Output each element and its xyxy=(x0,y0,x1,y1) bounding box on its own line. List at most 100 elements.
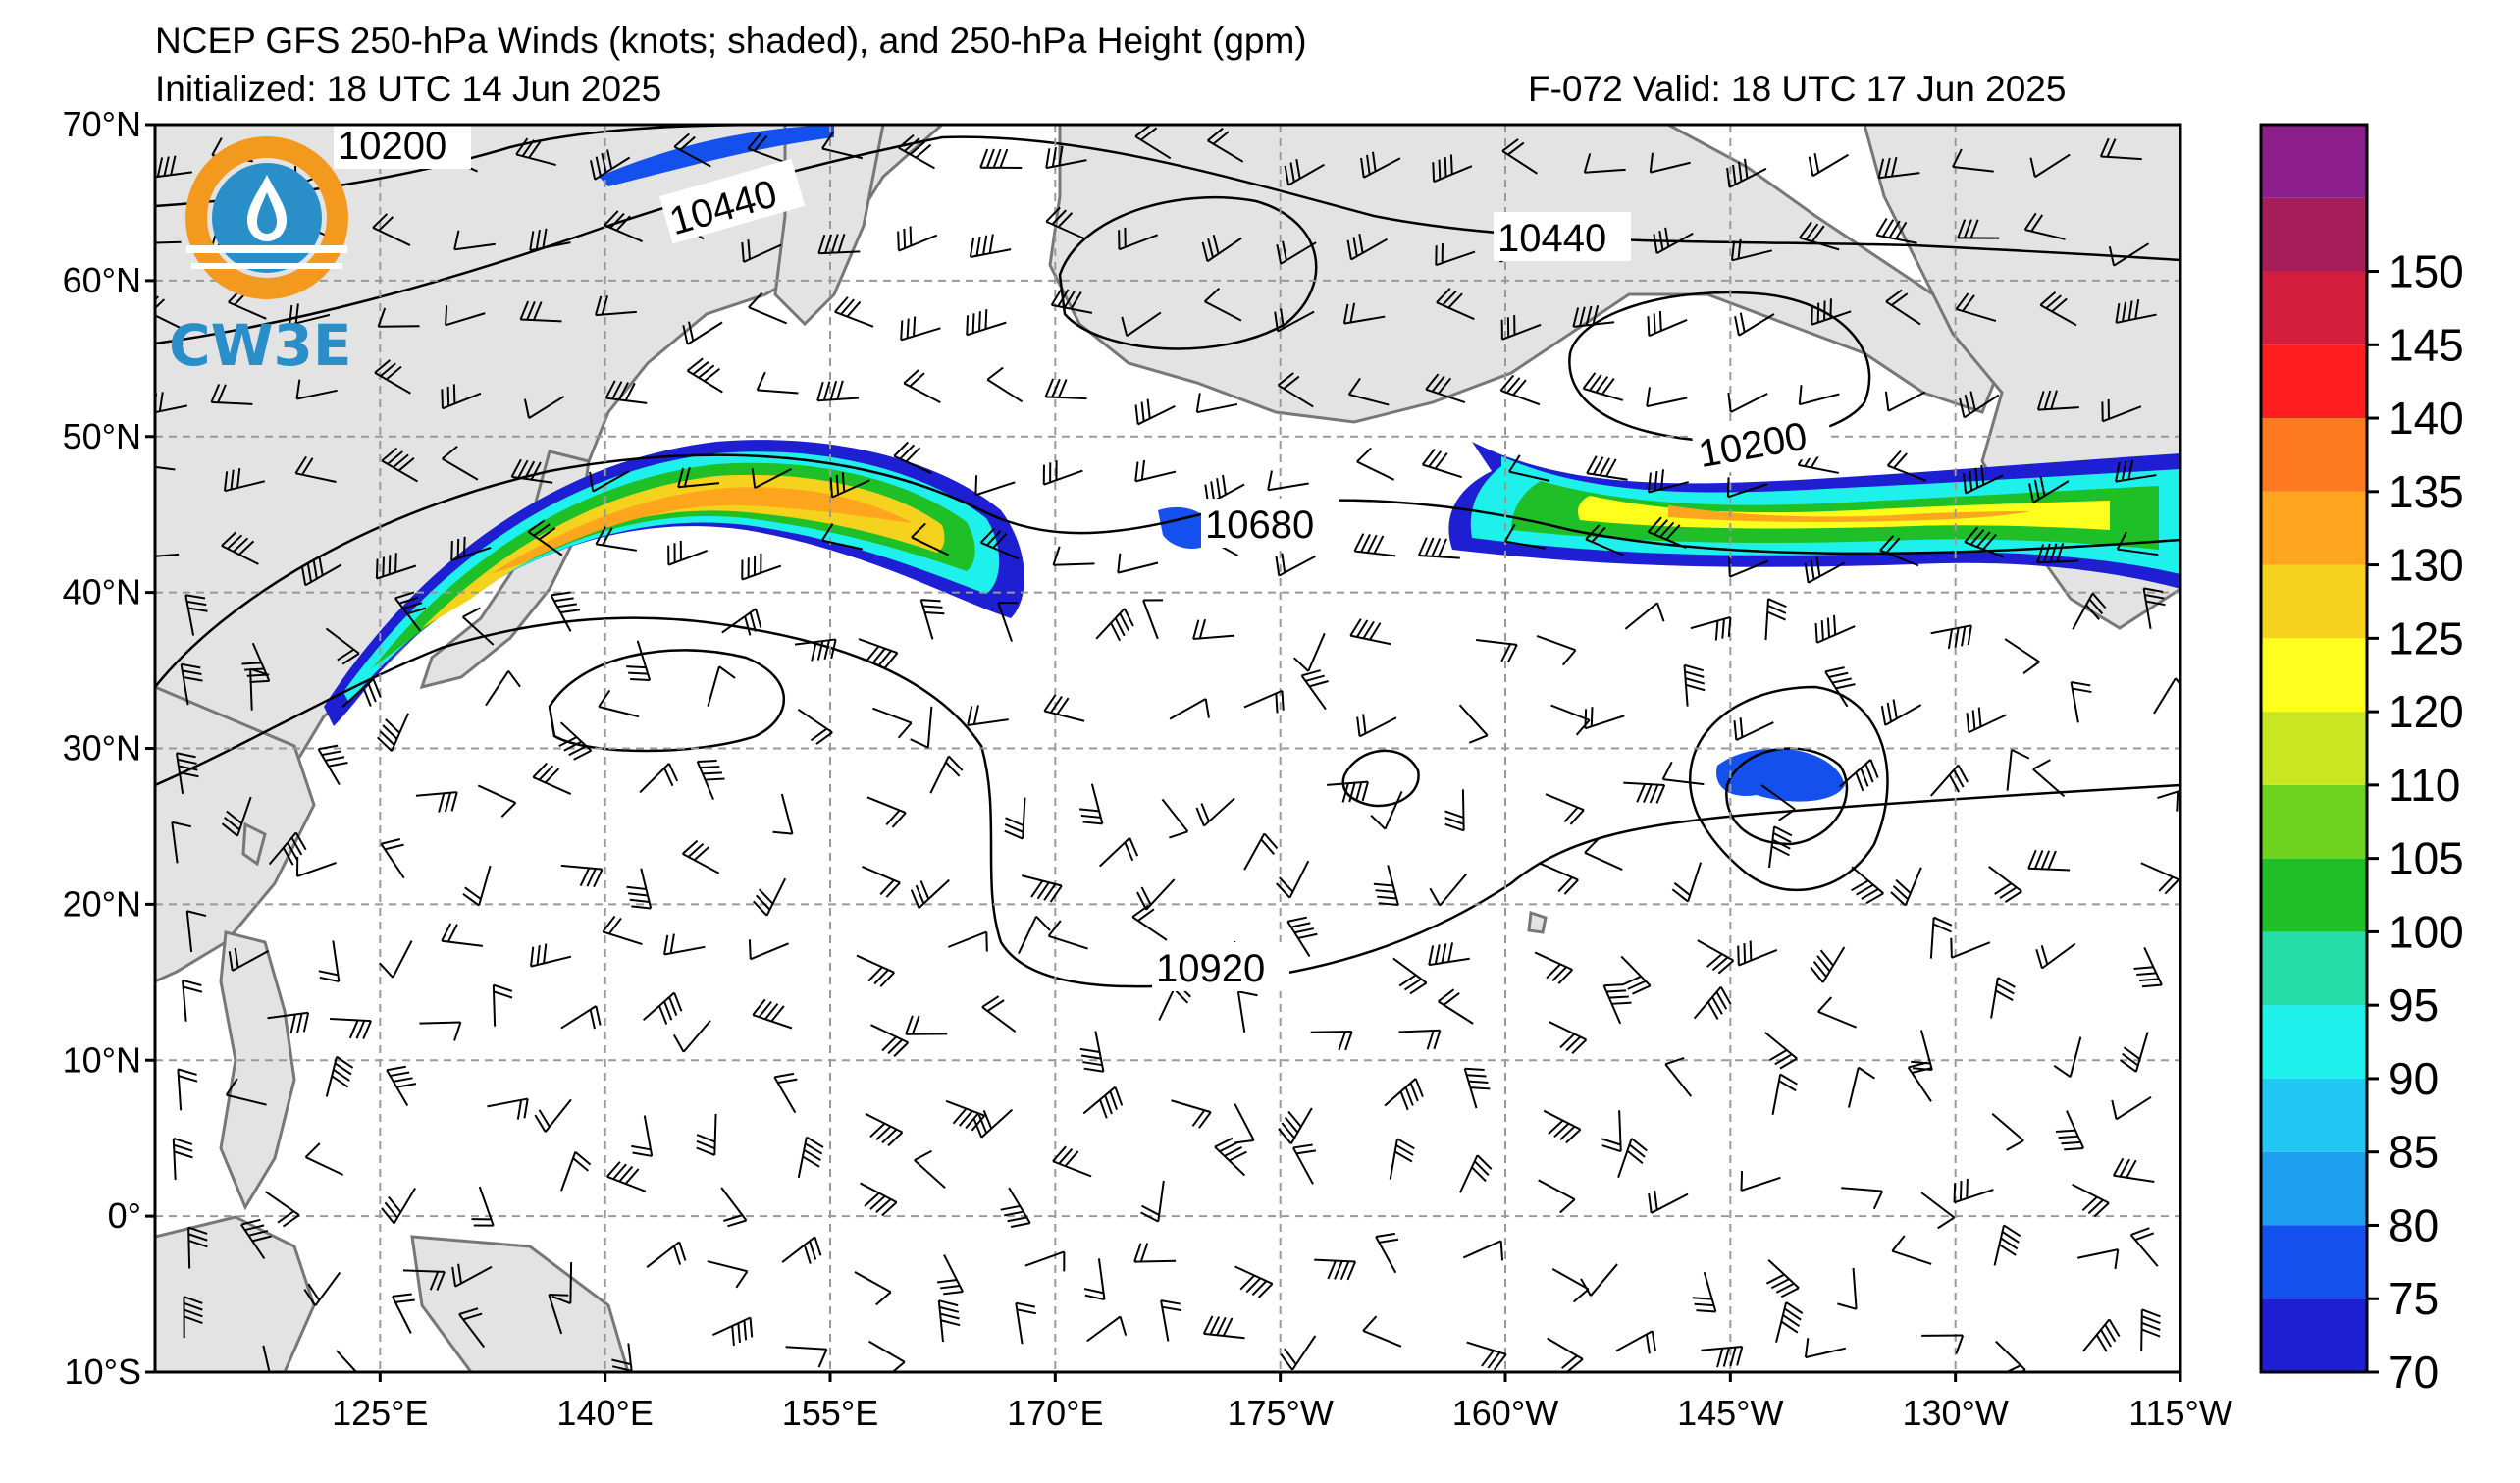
contour-10920 xyxy=(155,616,2180,988)
wind-barb xyxy=(2023,212,2066,240)
colorbar-swatch xyxy=(2261,858,2367,932)
wind-barb xyxy=(1398,1029,1442,1050)
wind-barb xyxy=(1808,152,1849,178)
wind-barb xyxy=(2028,476,2070,503)
wind-barb xyxy=(453,230,496,251)
wind-barb xyxy=(1697,939,1735,975)
wind-barb xyxy=(682,321,723,345)
wind-barb xyxy=(1503,523,1547,550)
lon-label: 175°W xyxy=(1227,1393,1333,1433)
wind-barb xyxy=(1024,1250,1066,1272)
wind-barb xyxy=(1990,977,2016,1019)
wind-barb xyxy=(602,915,643,945)
wind-barb xyxy=(2111,1095,2152,1121)
wind-barb xyxy=(187,1226,208,1269)
wind-barb xyxy=(1585,524,1625,556)
wind-barb xyxy=(1764,1032,1798,1070)
wind-barb xyxy=(519,300,562,323)
contour-label-10200-nw: 10200 xyxy=(338,125,446,168)
colorbar-swatch xyxy=(2261,125,2367,198)
wind-barb xyxy=(1988,866,2022,903)
colorbar-label: 110 xyxy=(2389,760,2460,811)
wind-barb xyxy=(721,608,762,636)
wind-barb xyxy=(910,878,950,909)
logo-wave-band xyxy=(191,263,342,269)
wind-barb xyxy=(1957,219,2000,239)
wind-barb xyxy=(1950,937,1991,959)
wind-barb xyxy=(1583,153,1626,174)
wind-barb xyxy=(1701,1346,1744,1368)
wind-barb xyxy=(1392,957,1428,995)
wind-barb xyxy=(868,1340,906,1372)
lat-label: 10°N xyxy=(63,1039,141,1080)
wind-barb xyxy=(458,1307,486,1349)
colorbar-label: 85 xyxy=(2389,1127,2439,1178)
wind-barb xyxy=(1131,904,1168,941)
wind-barb xyxy=(785,1346,828,1368)
wind-barb xyxy=(183,1296,203,1339)
wind-barb xyxy=(981,995,1017,1033)
wind-barb xyxy=(1733,717,1774,741)
wind-barb xyxy=(325,627,360,665)
wind-barb xyxy=(515,137,556,167)
wind-barb xyxy=(752,998,793,1030)
wind-barb xyxy=(773,1072,798,1114)
wind-barb xyxy=(210,384,253,405)
colorbar-swatch xyxy=(2261,931,2367,1006)
jet-west-yellow xyxy=(422,474,945,628)
wind-barb xyxy=(1425,373,1466,404)
lon-label: 170°E xyxy=(1007,1393,1103,1433)
wind-barb xyxy=(872,707,913,739)
wind-barb xyxy=(1375,1232,1399,1274)
wind-barb xyxy=(240,1218,272,1260)
colorbar-swatch xyxy=(2261,418,2367,492)
wind-barb xyxy=(1993,1224,2021,1266)
wind-barb xyxy=(1292,1143,1317,1185)
logo-wave-band xyxy=(186,245,347,253)
lat-label: 20°N xyxy=(63,883,141,924)
wind-barb xyxy=(1647,516,1687,549)
wind-barb xyxy=(534,1098,572,1133)
wind-barb xyxy=(753,877,787,917)
wind-barb xyxy=(642,991,683,1025)
wind-barb xyxy=(856,954,895,987)
wind-barb xyxy=(595,526,638,552)
wind-barb xyxy=(2036,543,2079,564)
wind-barb xyxy=(1463,1067,1491,1109)
wind-barb xyxy=(604,210,644,242)
wind-barb xyxy=(415,791,458,813)
wind-barb xyxy=(1275,553,1316,577)
wind-barb xyxy=(631,1115,654,1157)
wind-barb xyxy=(1052,546,1095,566)
wind-barb xyxy=(2115,459,2157,483)
wind-barb xyxy=(682,839,720,874)
wind-barb xyxy=(375,553,417,580)
wind-barb xyxy=(1891,1235,1932,1265)
logo-text: CW3E xyxy=(169,312,352,379)
wind-barb xyxy=(626,640,652,681)
wind-barb xyxy=(1929,916,1953,959)
wind-barb xyxy=(1877,156,1920,180)
wind-barb xyxy=(2039,291,2077,327)
wind-barb xyxy=(2157,789,2180,812)
wind-barb xyxy=(1952,148,1994,173)
drop-inner-icon xyxy=(257,192,277,234)
contour-10680 xyxy=(155,453,2180,688)
wind-barb xyxy=(1930,624,1972,650)
contour-low-alaska xyxy=(1568,291,1871,444)
wind-barb xyxy=(1500,314,1542,341)
land-taiwan xyxy=(241,821,267,867)
wind-barb xyxy=(1727,393,1768,413)
colorbar-swatch xyxy=(2261,1298,2367,1372)
wind-barb xyxy=(646,1241,687,1268)
wind-barb xyxy=(1765,1259,1800,1298)
wind-barb xyxy=(1734,312,1775,337)
wind-barb xyxy=(2153,677,2180,715)
wind-barb xyxy=(945,1099,986,1132)
colorbar-label: 100 xyxy=(2389,906,2464,957)
wind-barb xyxy=(672,1020,711,1053)
wind-barb xyxy=(1572,305,1615,328)
jet-blob-east xyxy=(1716,748,1845,802)
wind-barb xyxy=(2072,1183,2110,1218)
wind-barb xyxy=(914,1149,946,1189)
